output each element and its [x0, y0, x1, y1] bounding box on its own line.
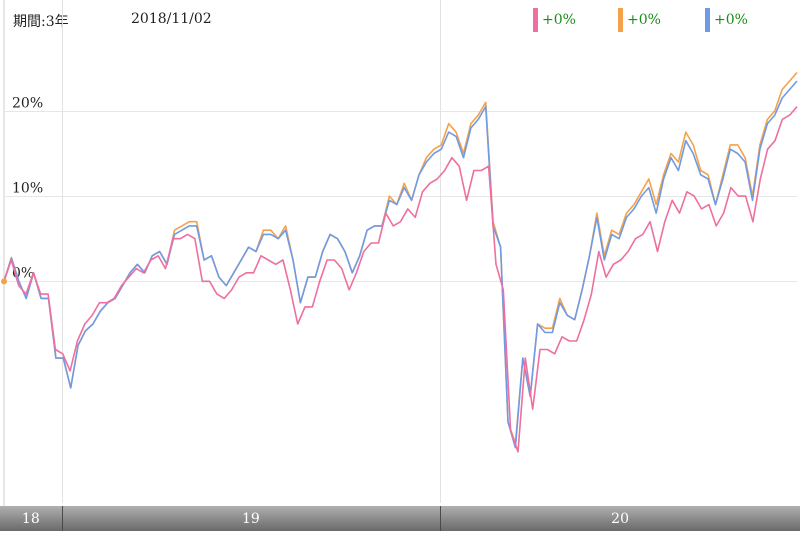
- period-label[interactable]: 期間:3年: [13, 14, 69, 30]
- legend-swatch-pink: [533, 8, 538, 32]
- legend-item-orange[interactable]: +0%: [618, 7, 661, 33]
- year-label-18: 18: [22, 511, 40, 527]
- y-tick-label-2: 20%: [12, 96, 43, 112]
- legend-swatch-orange: [618, 8, 623, 32]
- year-band-strip: [0, 506, 800, 531]
- year-label-19: 19: [242, 511, 260, 527]
- legend-item-blue[interactable]: +0%: [705, 7, 748, 33]
- series-line-0: [3, 71, 798, 445]
- legend-value-orange: +0%: [627, 12, 661, 28]
- legend-value-blue: +0%: [714, 12, 748, 28]
- y-tick-label-1: 10%: [12, 181, 43, 197]
- date-label: 2018/11/02: [131, 11, 212, 27]
- series-line-1: [3, 80, 798, 449]
- series-line-2: [3, 106, 798, 453]
- legend-item-pink[interactable]: +0%: [533, 7, 576, 33]
- legend-value-pink: +0%: [542, 12, 576, 28]
- legend-swatch-blue: [705, 8, 710, 32]
- year-label-20: 20: [611, 511, 629, 527]
- start-point-marker: [1, 278, 7, 285]
